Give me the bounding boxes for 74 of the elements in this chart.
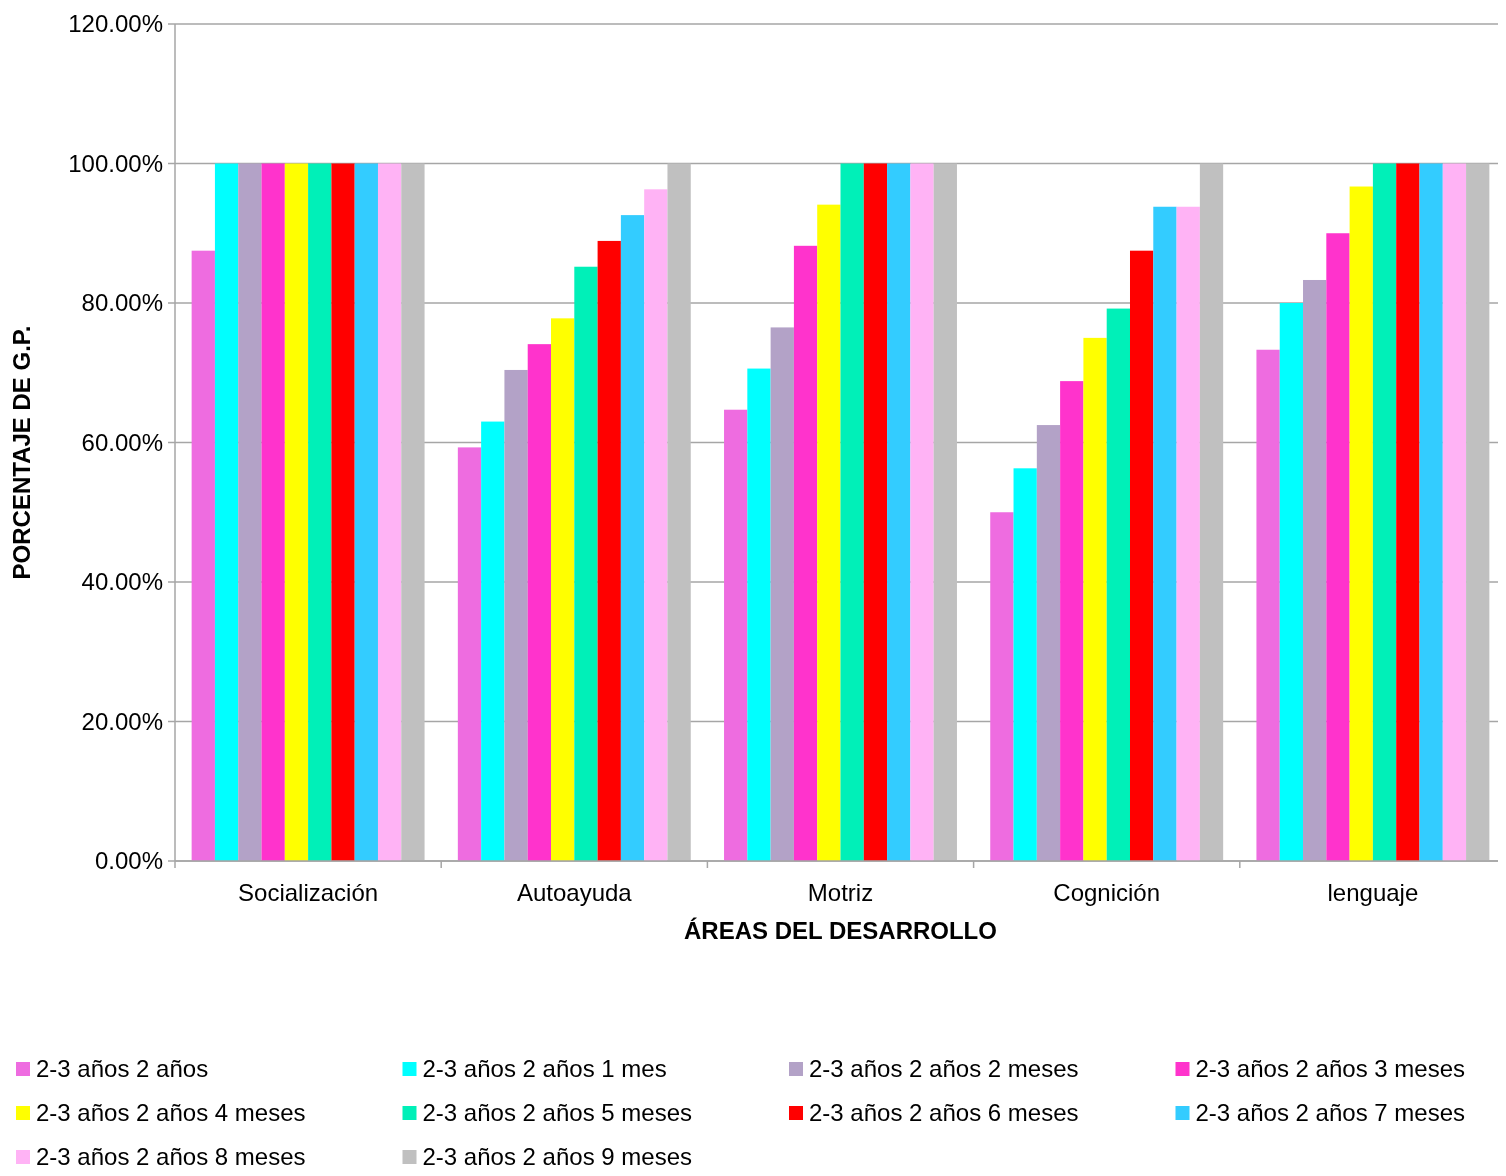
bar [1372, 163, 1397, 861]
y-tick-label: 60.00% [81, 428, 163, 456]
bar [214, 163, 239, 861]
bar [1083, 337, 1107, 861]
y-tick-label: 120.00% [68, 10, 163, 38]
x-tick-label: Socialización [238, 879, 379, 906]
bar [331, 163, 355, 861]
bar [1279, 303, 1304, 861]
bar [574, 266, 598, 861]
legend-label: 2-3 años 2 años 8 meses [36, 1143, 306, 1171]
legend-label: 2-3 años 2 años 5 meses [422, 1099, 692, 1127]
bar [308, 163, 332, 861]
bar [1442, 163, 1467, 861]
y-tick-label: 40.00% [81, 568, 163, 596]
bar [377, 163, 402, 861]
x-axis-title: ÁREAS DEL DESARROLLO [684, 917, 997, 944]
bar [1349, 186, 1373, 861]
bar [620, 215, 645, 861]
bar [1106, 308, 1130, 861]
bar [724, 409, 748, 861]
bar [1176, 206, 1200, 861]
bar [667, 163, 691, 861]
x-tick-label: lenguaje [1327, 879, 1419, 906]
bar [817, 204, 841, 861]
bar [1013, 468, 1037, 861]
bar [1326, 233, 1350, 861]
bar [1036, 425, 1061, 861]
y-tick-label: 0.00% [94, 847, 163, 875]
legend-label: 2-3 años 2 años 1 mes [422, 1055, 667, 1083]
legend-label: 2-3 años 2 años 3 meses [1195, 1055, 1465, 1083]
bar [1396, 163, 1420, 861]
bar [933, 163, 957, 861]
bar [284, 163, 309, 861]
bar [481, 421, 505, 861]
bar [863, 163, 888, 861]
bar [1466, 163, 1490, 861]
bar [747, 368, 771, 861]
legend-label: 2-3 años 2 años 6 meses [809, 1099, 1079, 1127]
bar [644, 189, 668, 861]
bar [1060, 381, 1084, 861]
bar [457, 447, 482, 861]
bar [261, 163, 285, 861]
bar [1129, 250, 1154, 861]
bar [1419, 163, 1443, 861]
legend-label: 2-3 años 2 años 2 meses [809, 1055, 1079, 1083]
x-tick-label: Cognición [1053, 879, 1161, 906]
bar [910, 163, 934, 861]
bar [238, 163, 262, 861]
bar [401, 163, 425, 861]
bar [527, 344, 552, 861]
bar [1303, 279, 1327, 861]
bar [504, 369, 528, 861]
y-axis-title: PORCENTAJE DE G.P. [8, 325, 35, 580]
y-tick-label: 80.00% [81, 289, 163, 317]
legend-label: 2-3 años 2 años 9 meses [422, 1143, 692, 1171]
bar [551, 318, 575, 861]
bar [191, 250, 215, 861]
bar [770, 327, 794, 861]
bar [1256, 349, 1280, 861]
bar [840, 163, 864, 861]
x-tick-label: Motriz [807, 879, 874, 906]
bar [1153, 206, 1177, 861]
bar [990, 512, 1014, 861]
bar [793, 245, 818, 861]
legend-label: 2-3 años 2 años 4 meses [36, 1099, 306, 1127]
bar [1199, 163, 1224, 861]
bar [887, 163, 911, 861]
y-tick-label: 100.00% [68, 149, 163, 177]
legend-label: 2-3 años 2 años 7 meses [1195, 1099, 1465, 1127]
legend-label: 2-3 años 2 años [36, 1055, 209, 1083]
y-tick-label: 20.00% [81, 707, 163, 735]
bar [597, 240, 621, 861]
bar [354, 163, 378, 861]
x-tick-label: Autoayuda [516, 879, 633, 906]
